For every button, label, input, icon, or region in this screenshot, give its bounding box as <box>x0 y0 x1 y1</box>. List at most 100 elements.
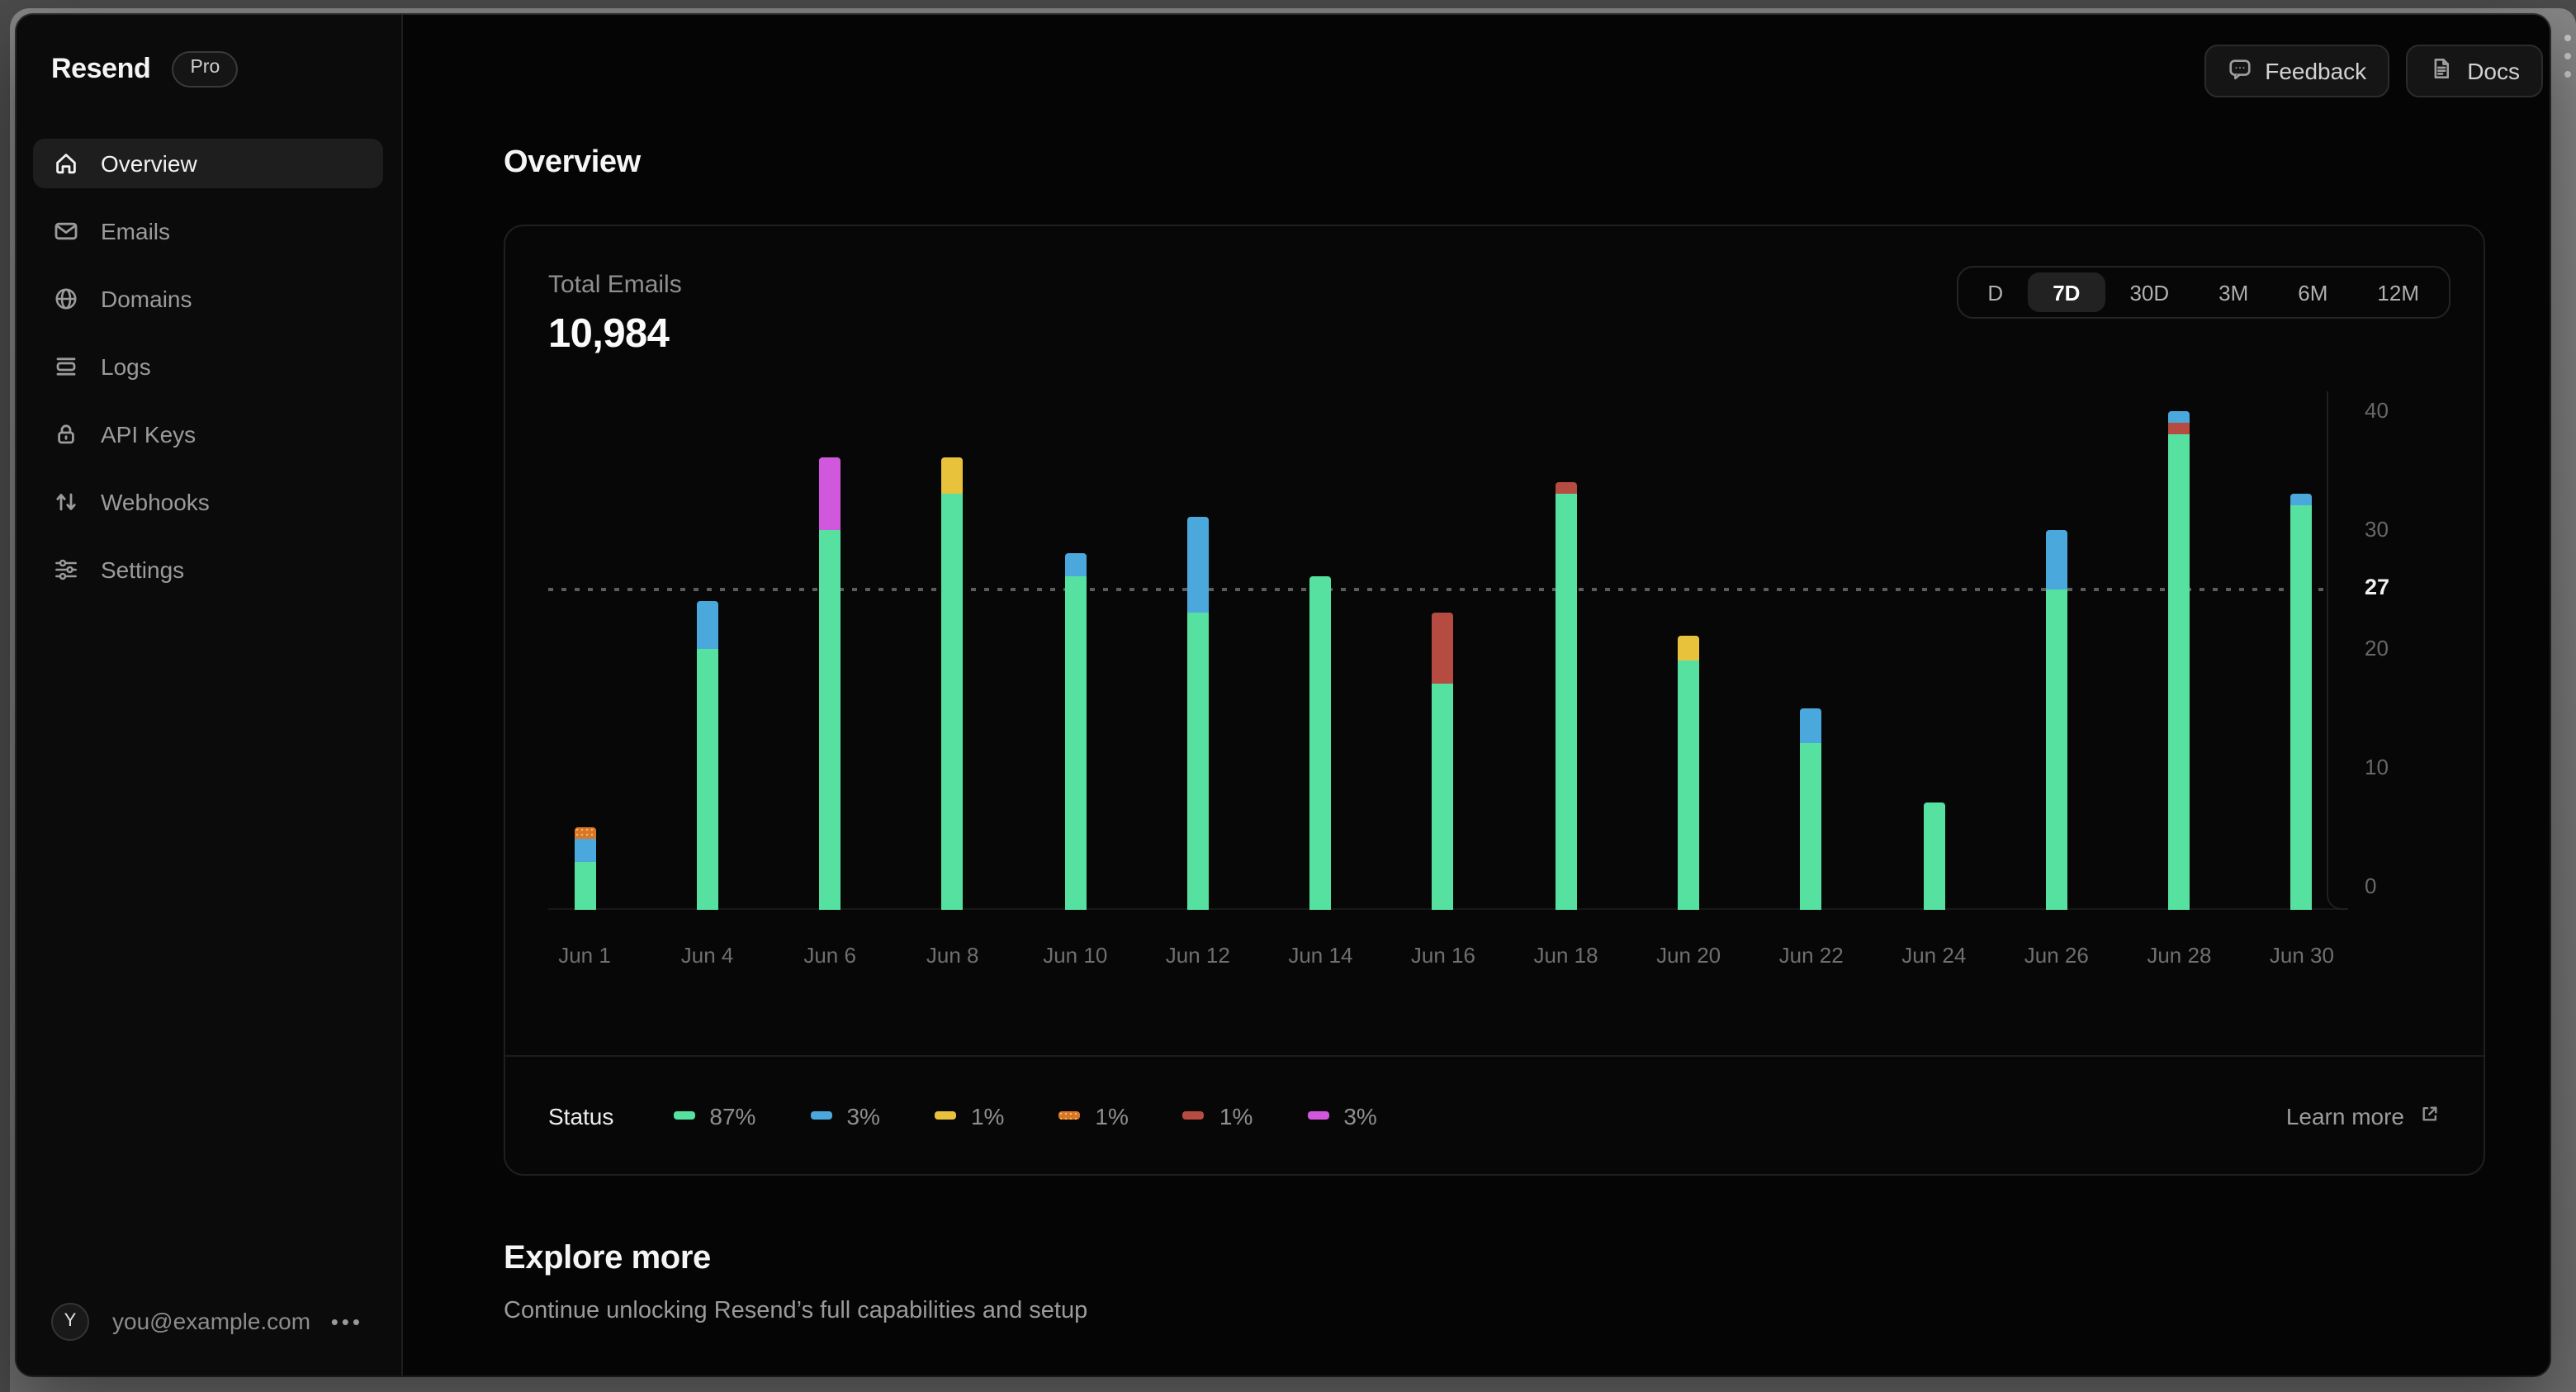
sidebar-item-overview[interactable]: Overview <box>33 139 383 188</box>
chart-bar-segment-green <box>1923 803 1945 910</box>
lock-icon <box>53 421 79 447</box>
legend-percent: 3% <box>1343 1102 1377 1129</box>
chart-bar-segment-green <box>1432 684 1454 910</box>
arrows-up-down-icon <box>53 489 79 515</box>
globe-icon <box>53 286 79 312</box>
legend-swatch-blue <box>810 1111 832 1120</box>
x-axis-label: Jun 24 <box>1901 943 1967 968</box>
chart-bar-jun-16[interactable] <box>1432 613 1454 910</box>
chart-bar-jun-10[interactable] <box>1064 553 1087 910</box>
legend-item-red: 1% <box>1182 1102 1253 1129</box>
chart-bar-jun-1[interactable] <box>574 826 595 910</box>
user-email: you@example.com <box>112 1308 311 1334</box>
sidebar-item-logs[interactable]: Logs <box>33 342 383 391</box>
chart-plot <box>548 391 2348 910</box>
chart-bar-jun-20[interactable] <box>1678 636 1700 910</box>
y-axis-label: 30 <box>2365 517 2389 542</box>
feedback-button[interactable]: Feedback <box>2204 45 2390 97</box>
sidebar-item-label: Logs <box>101 353 151 380</box>
chart-bar-jun-8[interactable] <box>941 457 964 910</box>
x-axis-label: Jun 18 <box>1533 943 1598 968</box>
y-axis-label: 20 <box>2365 636 2389 660</box>
chart-bar-segment-yellow <box>941 457 964 494</box>
chart-bar-jun-18[interactable] <box>1555 481 1577 910</box>
sidebar-item-settings[interactable]: Settings <box>33 545 383 594</box>
chart-bar-jun-24[interactable] <box>1923 803 1945 910</box>
chart-bar-jun-4[interactable] <box>696 600 718 910</box>
sidebar-item-label: Emails <box>101 218 171 244</box>
chart-bar-segment-green <box>1678 660 1700 910</box>
card-footer: Status 87% 3% 1% 1% 1% 3% Learn more <box>505 1057 2484 1174</box>
sidebar-item-api-keys[interactable]: API Keys <box>33 410 383 459</box>
x-axis-label: Jun 14 <box>1288 943 1353 968</box>
chart-bar-segment-blue <box>574 838 595 863</box>
speech-bubble-icon <box>2227 56 2252 86</box>
sidebar: Resend Pro Overview Emails Domains Logs API … <box>17 15 403 1375</box>
sliders-icon <box>53 556 79 583</box>
range-30d[interactable]: 30D <box>2129 280 2170 305</box>
chart-bar-jun-22[interactable] <box>1800 708 1822 910</box>
total-emails-card: Total Emails 10,984 D 7D 30D 3M 6M 12M Jun 1 J… <box>504 225 2485 1176</box>
legend-item-yellow: 1% <box>934 1102 1005 1129</box>
range-12m[interactable]: 12M <box>2377 280 2419 305</box>
sidebar-item-emails[interactable]: Emails <box>33 206 383 256</box>
x-axis-label: Jun 20 <box>1656 943 1721 968</box>
range-7d[interactable]: 7D <box>2028 272 2105 312</box>
y-axis-label: 0 <box>2365 874 2377 898</box>
legend-swatch-green <box>673 1111 695 1120</box>
document-icon <box>2429 56 2454 86</box>
chart-bar-segment-green <box>1309 576 1332 910</box>
x-axis-label: Jun 8 <box>926 943 979 968</box>
legend-item-blue: 3% <box>810 1102 880 1129</box>
card-footer-divider <box>505 1055 2484 1057</box>
chart-bar-segment-yellow <box>1678 636 1700 660</box>
user-row[interactable]: Y you@example.com ••• <box>33 1288 385 1354</box>
x-axis-label: Jun 30 <box>2269 943 2334 968</box>
sidebar-item-label: Settings <box>101 556 185 583</box>
sidebar-nav: Overview Emails Domains Logs API Keys Webhook… <box>33 139 383 613</box>
avatar: Y <box>51 1302 89 1340</box>
chart-bar-segment-green <box>574 862 595 910</box>
sidebar-item-domains[interactable]: Domains <box>33 274 383 324</box>
chart-bar-segment-red <box>2168 422 2190 434</box>
chart-bar-segment-magenta <box>819 457 841 530</box>
mail-icon <box>53 218 79 244</box>
range-3m[interactable]: 3M <box>2218 280 2249 305</box>
window-scrollbar[interactable] <box>2564 35 2571 78</box>
chart-bar-jun-30[interactable] <box>2290 494 2313 910</box>
x-axis-label: Jun 6 <box>803 943 856 968</box>
chart-bar-jun-14[interactable] <box>1309 576 1332 910</box>
range-6m[interactable]: 6M <box>2298 280 2328 305</box>
sidebar-item-label: Domains <box>101 286 192 312</box>
page-title: Overview <box>504 145 641 180</box>
logs-icon <box>53 353 79 380</box>
chart-bar-jun-28[interactable] <box>2168 410 2190 910</box>
sidebar-item-label: Webhooks <box>101 489 210 515</box>
metric-label: Total Emails <box>548 271 682 299</box>
docs-button-label: Docs <box>2467 58 2520 84</box>
main-content: Feedback Docs Overview Total Emails <box>403 15 2550 1375</box>
legend-percent: 1% <box>1219 1102 1253 1129</box>
chart-bar-segment-blue <box>2168 410 2190 423</box>
range-d[interactable]: D <box>1987 280 2004 305</box>
chart-bar-segment-blue <box>696 600 718 649</box>
chart-bar-segment-blue <box>1800 708 1822 744</box>
learn-more-label: Learn more <box>2285 1102 2404 1129</box>
chart-bar-jun-12[interactable] <box>1186 517 1209 910</box>
sidebar-item-webhooks[interactable]: Webhooks <box>33 477 383 527</box>
x-axis-label: Jun 28 <box>2147 943 2212 968</box>
chart-bar-jun-26[interactable] <box>2045 529 2067 910</box>
ellipsis-icon[interactable]: ••• <box>330 1309 363 1333</box>
average-value-label: 27 <box>2365 574 2390 599</box>
learn-more-link[interactable]: Learn more <box>2286 1102 2441 1129</box>
legend-percent: 1% <box>1095 1102 1129 1129</box>
legend-item-magenta: 3% <box>1307 1102 1377 1129</box>
docs-button[interactable]: Docs <box>2406 45 2543 97</box>
chart-legend: 87% 3% 1% 1% 1% 3% <box>673 1102 1377 1129</box>
topbar: Feedback Docs <box>2204 45 2543 97</box>
explore-more-subtitle: Continue unlocking Resend’s full capabil… <box>504 1298 1088 1324</box>
legend-percent: 1% <box>970 1102 1005 1129</box>
chart-bar-jun-6[interactable] <box>819 457 841 910</box>
chart-bar-segment-green <box>941 494 964 910</box>
